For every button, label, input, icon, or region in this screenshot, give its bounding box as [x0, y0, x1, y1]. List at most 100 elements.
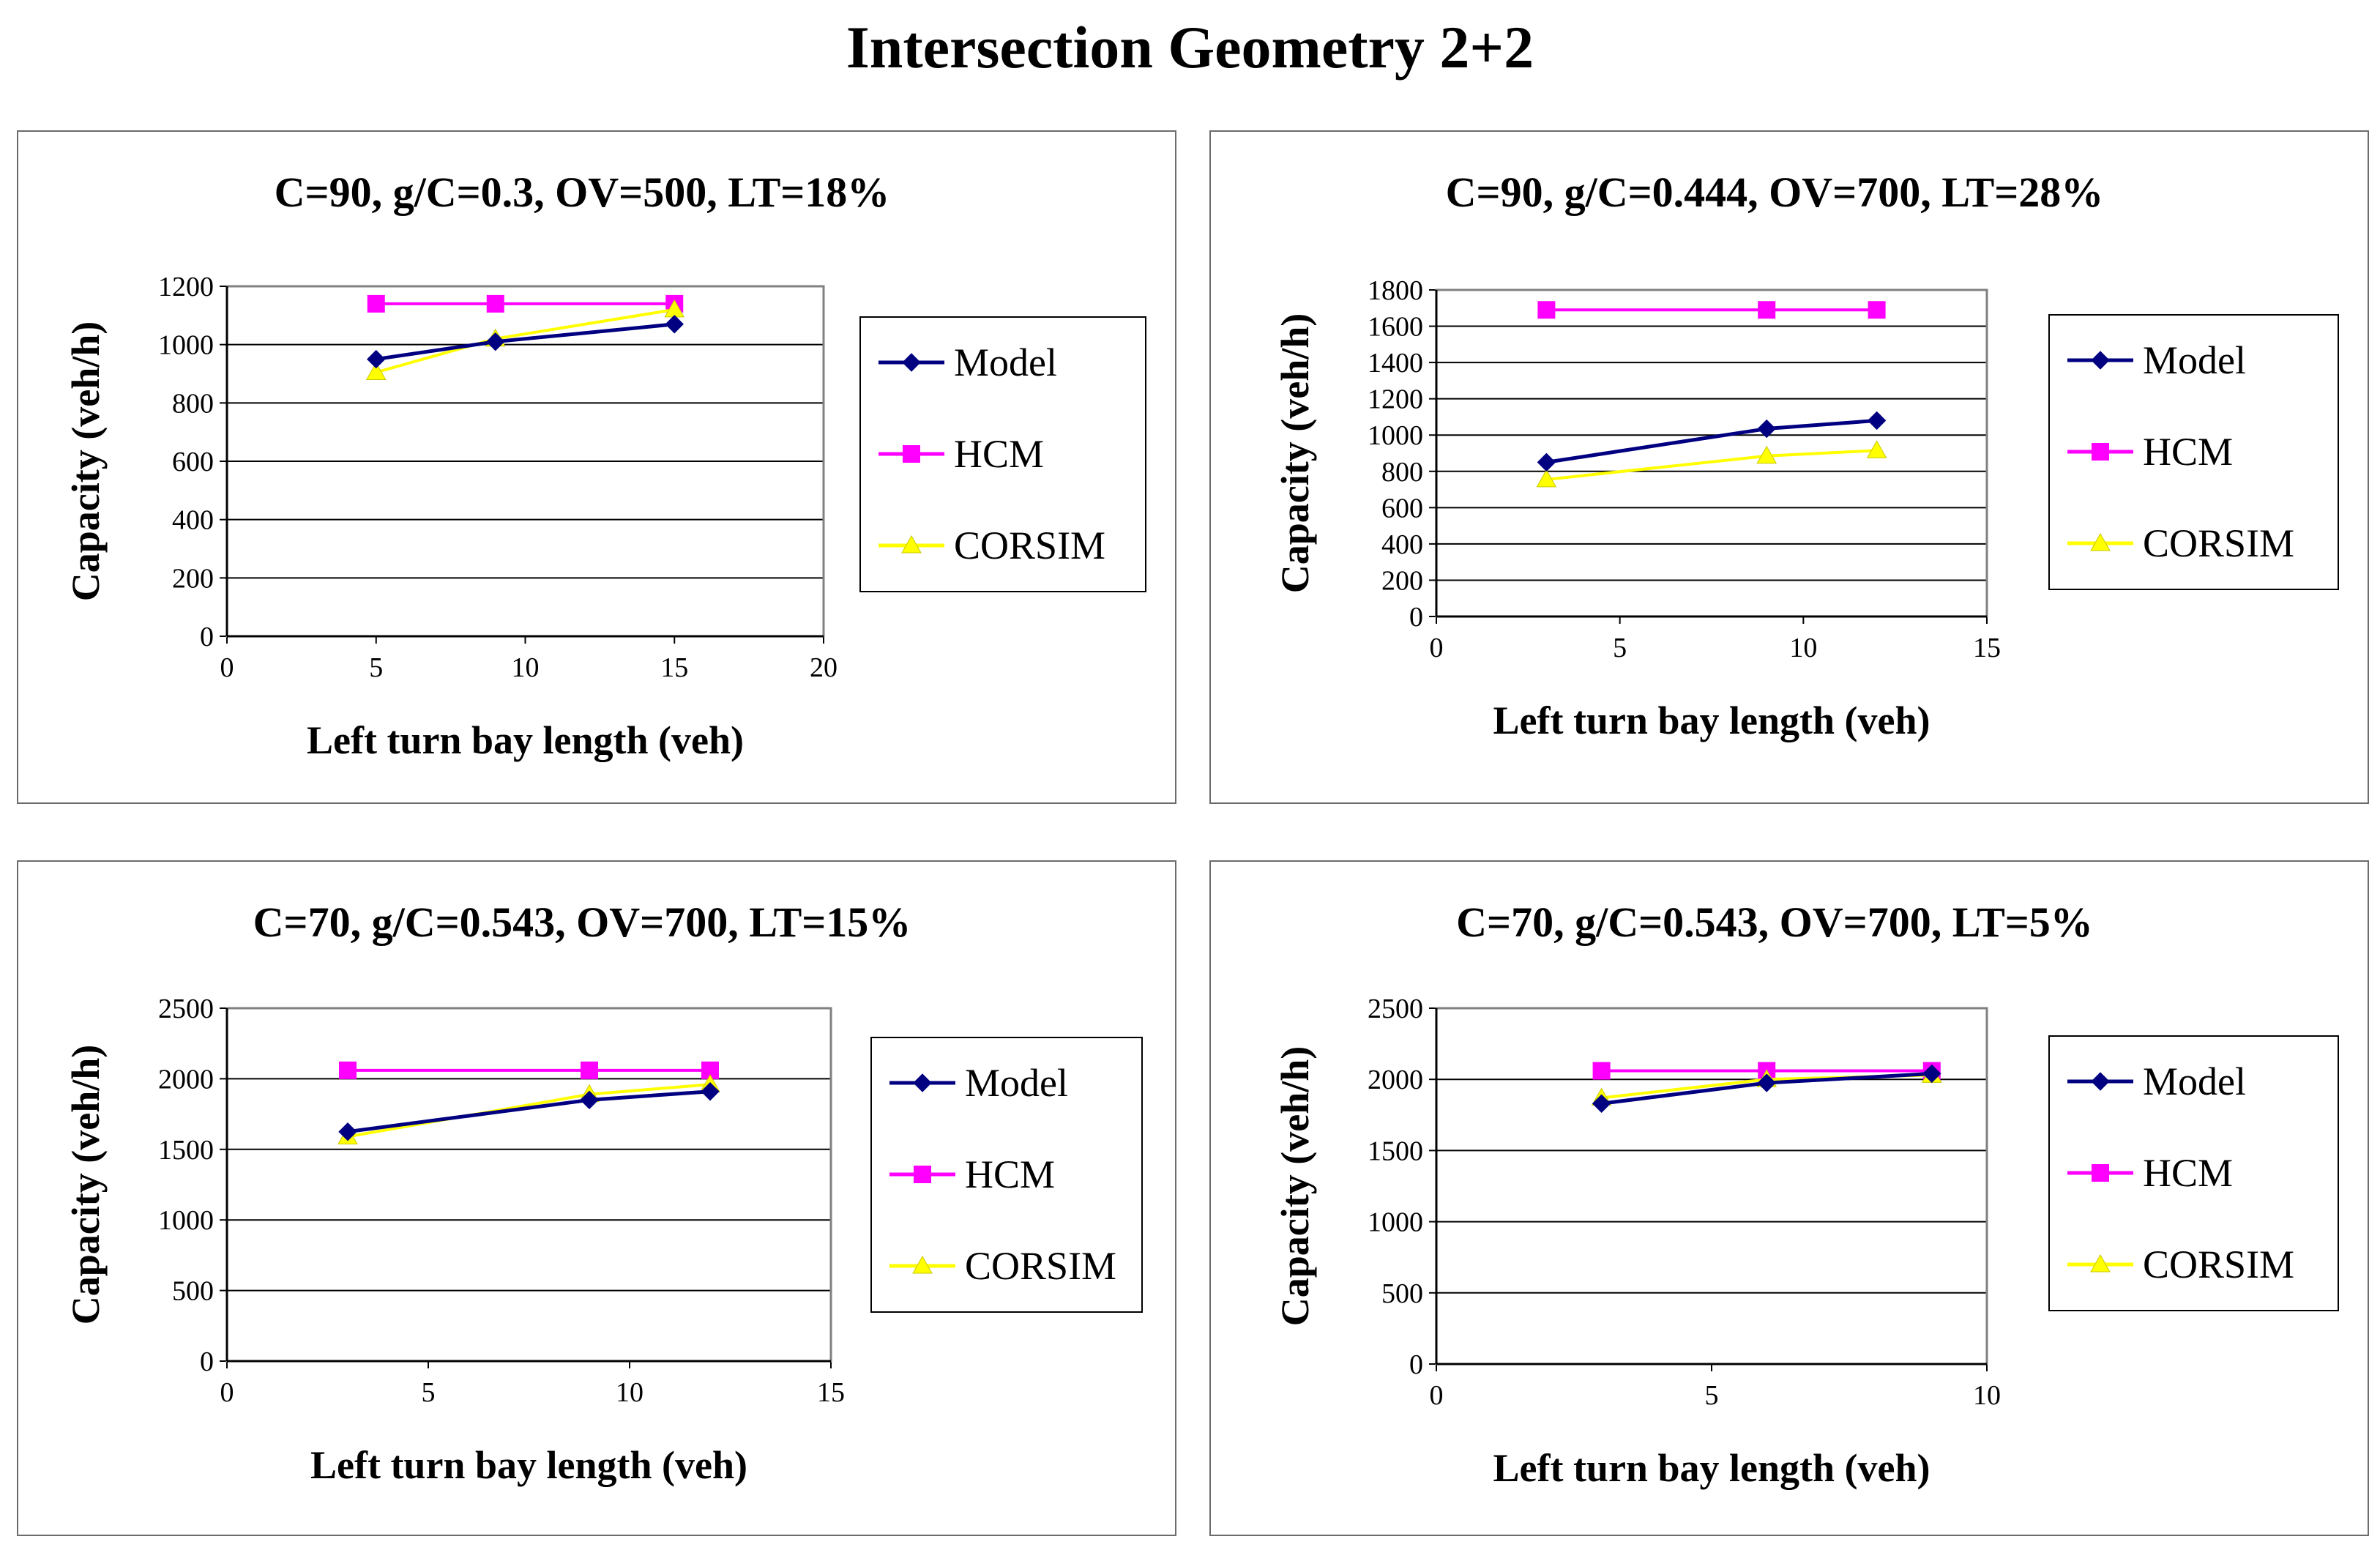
- y-tick-label: 500: [1381, 1278, 1423, 1309]
- x-axis-label: Left turn bay length (veh): [1493, 698, 1931, 742]
- legend-label-corsim: CORSIM: [965, 1244, 1116, 1288]
- legend-label-corsim: CORSIM: [2143, 521, 2294, 565]
- x-axis-label: Left turn bay length (veh): [310, 1443, 747, 1487]
- series-line-model: [1546, 418, 1877, 464]
- data-point-hcm: [1537, 301, 1556, 319]
- y-tick-label: 800: [1381, 457, 1423, 488]
- y-tick-label: 1000: [158, 1205, 214, 1236]
- x-tick-label: 0: [1430, 1380, 1444, 1411]
- y-axis-label: Capacity (veh/h): [1273, 1046, 1317, 1326]
- series-model: [338, 1082, 720, 1141]
- legend: Model HCM CORSIM: [859, 316, 1146, 592]
- y-tick-label: 2500: [1368, 994, 1423, 1024]
- data-point-hcm: [581, 1061, 598, 1079]
- data-point-hcm: [367, 294, 385, 313]
- legend-marker-corsim: [2090, 1253, 2111, 1273]
- legend-label-model: Model: [965, 1061, 1068, 1105]
- x-tick-label: 0: [220, 1377, 234, 1408]
- x-tick-label: 10: [616, 1377, 644, 1408]
- series-model: [1592, 1064, 1941, 1113]
- data-point-model: [1757, 1073, 1776, 1092]
- chart-title: C=90, g/C=0.3, OV=500, LT=18%: [275, 168, 890, 216]
- x-tick-label: 20: [810, 652, 838, 683]
- data-point-model: [1592, 1094, 1611, 1113]
- y-tick-label: 200: [172, 563, 214, 594]
- y-tick-label: 1000: [1368, 1207, 1423, 1238]
- chart-1: C=90, g/C=0.3, OV=500, LT=18% 0 200 400 600 8…: [64, 168, 1146, 762]
- plot-area: [1435, 288, 1988, 618]
- y-tick-label: 800: [172, 388, 214, 419]
- legend: Model HCM CORSIM: [870, 1037, 1143, 1313]
- x-tick-label: 10: [1973, 1380, 2001, 1411]
- y-tick-label: 1500: [1368, 1136, 1423, 1166]
- x-tick-label: 5: [369, 652, 383, 683]
- legend-label-hcm: HCM: [965, 1152, 1055, 1196]
- series-line-model: [347, 1089, 711, 1134]
- chart-4: C=70, g/C=0.543, OV=700, LT=5% 0 500 1000 15…: [1273, 898, 2339, 1490]
- series-line-model: [376, 322, 675, 362]
- legend-marker-model: [902, 353, 921, 372]
- y-tick-label: 2000: [158, 1064, 214, 1095]
- x-axis-label: Left turn bay length (veh): [307, 718, 744, 762]
- data-point-corsim: [1756, 445, 1777, 464]
- y-tick-label: 2000: [1368, 1065, 1423, 1095]
- y-tick-label: 400: [172, 505, 214, 536]
- chart-3: C=70, g/C=0.543, OV=700, LT=15% 0 500 1000 1…: [64, 898, 1143, 1487]
- legend-marker-corsim: [912, 1255, 933, 1274]
- y-tick-label: 0: [200, 622, 214, 652]
- y-tick-label: 0: [1409, 1349, 1423, 1380]
- y-tick-label: 1200: [1368, 384, 1423, 415]
- data-point-hcm: [486, 294, 504, 313]
- data-point-model: [1537, 452, 1556, 472]
- legend-label-hcm: HCM: [2143, 430, 2233, 474]
- chart-title: C=70, g/C=0.543, OV=700, LT=5%: [1456, 898, 2093, 946]
- x-tick-label: 5: [1705, 1380, 1719, 1411]
- x-tick-label: 5: [422, 1377, 436, 1408]
- chart-2: C=90, g/C=0.444, OV=700, LT=28% 0 200 400 60…: [1273, 168, 2339, 742]
- legend-marker-corsim: [901, 534, 922, 554]
- y-tick-label: 1000: [158, 330, 214, 361]
- y-tick-label: 600: [172, 447, 214, 477]
- data-point-hcm: [1758, 301, 1776, 319]
- x-tick-label: 10: [1789, 633, 1817, 663]
- data-point-corsim: [1866, 440, 1887, 458]
- chart-title: C=90, g/C=0.444, OV=700, LT=28%: [1446, 168, 2104, 216]
- plot-area: [225, 1007, 832, 1363]
- data-point-model: [486, 332, 505, 351]
- legend-marker-hcm: [914, 1166, 931, 1183]
- data-point-model: [580, 1090, 599, 1110]
- data-point-model: [701, 1082, 720, 1101]
- x-tick-label: 5: [1613, 633, 1627, 663]
- series-corsim: [1536, 440, 1887, 488]
- data-point-model: [1867, 411, 1887, 431]
- legend-label-corsim: CORSIM: [2143, 1242, 2294, 1286]
- legend-marker-hcm: [903, 445, 920, 463]
- data-point-corsim: [1536, 469, 1557, 488]
- data-point-model: [665, 315, 684, 334]
- legend: Model HCM CORSIM: [2048, 1035, 2339, 1311]
- y-tick-label: 0: [1409, 602, 1423, 633]
- series-hcm: [1537, 301, 1886, 319]
- legend-label-model: Model: [954, 340, 1057, 384]
- legend: Model HCM CORSIM: [2048, 314, 2339, 590]
- chart-title: C=70, g/C=0.543, OV=700, LT=15%: [253, 898, 911, 946]
- x-tick-label: 0: [1430, 633, 1444, 663]
- data-point-model: [1922, 1064, 1941, 1084]
- legend-marker-model: [2091, 351, 2110, 370]
- data-point-model: [1757, 419, 1776, 439]
- data-point-model: [338, 1122, 357, 1141]
- data-point-hcm: [1868, 301, 1886, 319]
- y-axis-label: Capacity (veh/h): [64, 1045, 108, 1324]
- legend-label-model: Model: [2143, 1059, 2246, 1103]
- data-point-model: [367, 349, 386, 369]
- chart-panel-3: C=70, g/C=0.543, OV=700, LT=15% 0 500 1000 1…: [17, 860, 1176, 1536]
- chart-panel-1: C=90, g/C=0.3, OV=500, LT=18% 0 200 400 600 8…: [17, 130, 1176, 804]
- y-axis-label: Capacity (veh/h): [64, 321, 108, 601]
- series-model: [1537, 411, 1887, 472]
- legend-marker-hcm: [2092, 1164, 2109, 1182]
- data-point-hcm: [1592, 1062, 1611, 1080]
- y-tick-label: 1200: [158, 272, 214, 302]
- series-line-corsim: [376, 308, 675, 374]
- chart-panel-4: C=70, g/C=0.543, OV=700, LT=5% 0 500 1000 15…: [1209, 860, 2369, 1536]
- legend-marker-model: [2091, 1072, 2110, 1091]
